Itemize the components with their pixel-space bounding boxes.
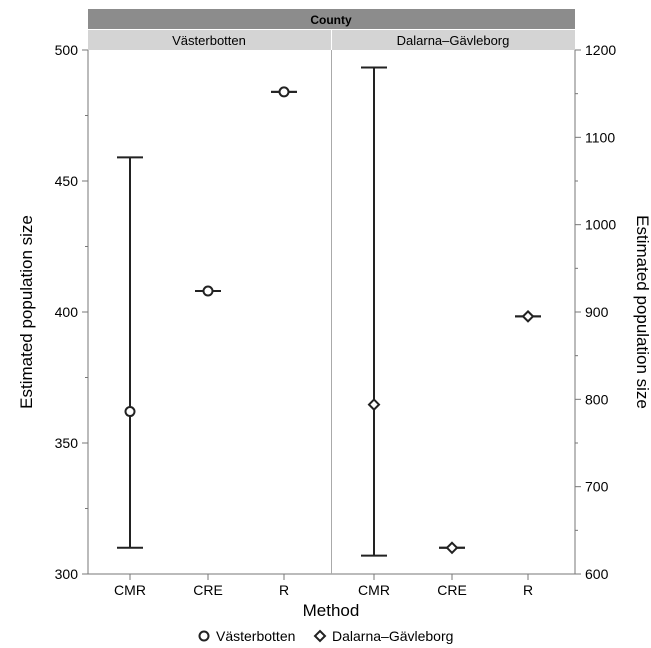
facet-header-strip: [88, 9, 575, 29]
point-vasterbotten-cmr: [124, 406, 136, 418]
legend-circle-icon: [198, 630, 210, 642]
x-axis-tick-label: CMR: [358, 582, 390, 598]
right-axis-tick-label: 1200: [585, 42, 616, 58]
right-axis-tick-label: 600: [585, 566, 609, 582]
x-axis-tick-label: CRE: [193, 582, 223, 598]
point-dalarna-cmr: [367, 398, 381, 411]
left-axis-tick-label: 400: [55, 304, 79, 320]
right-axis-tick-label: 1100: [585, 129, 615, 145]
left-axis-tick-label: 450: [55, 173, 79, 189]
y-axis-title-left: Estimated population size: [17, 215, 36, 409]
y-axis-title-right: Estimated population size: [633, 215, 651, 409]
right-axis-tick-label: 900: [585, 304, 609, 320]
right-axis-tick-label: 1000: [585, 217, 616, 233]
panel-title-vasterbotten: Västerbotten: [172, 33, 246, 48]
x-axis-tick-label: R: [279, 582, 289, 598]
point-dalarna-r: [521, 309, 535, 323]
left-axis-tick-label: 500: [55, 42, 79, 58]
left-axis-tick-label: 350: [55, 435, 79, 451]
x-axis-title: Method: [303, 601, 360, 620]
right-axis-tick-label: 800: [585, 391, 609, 407]
x-axis-tick-label: CMR: [114, 582, 146, 598]
legend-label-vasterbotten: Västerbotten: [216, 628, 295, 644]
left-axis-ticks: 300 350 400 450 500: [55, 42, 88, 582]
right-axis-ticks: 600 700 800 900 1000 1100 1200: [575, 42, 616, 582]
legend-label-dalarna: Dalarna–Gävleborg: [332, 628, 453, 644]
point-dalarna-cre: [445, 541, 459, 555]
x-axis-tick-label: CRE: [437, 582, 467, 598]
facet-header-label: County: [310, 13, 352, 27]
legend: Västerbotten Dalarna–Gävleborg: [198, 628, 453, 644]
x-axis-ticks: CMR CRE R CMR CRE R: [114, 574, 533, 598]
data-marks: [117, 66, 541, 557]
point-vasterbotten-cre: [202, 285, 214, 297]
point-vasterbotten-r: [278, 86, 290, 98]
panel-strip-vasterbotten: [88, 30, 331, 50]
legend-diamond-icon: [313, 629, 327, 643]
left-axis-tick-label: 300: [55, 566, 79, 582]
panel-strip-dalarna: [332, 30, 575, 50]
right-axis-tick-label: 700: [585, 479, 609, 495]
x-axis-tick-label: R: [523, 582, 533, 598]
panel-title-dalarna: Dalarna–Gävleborg: [397, 33, 510, 48]
